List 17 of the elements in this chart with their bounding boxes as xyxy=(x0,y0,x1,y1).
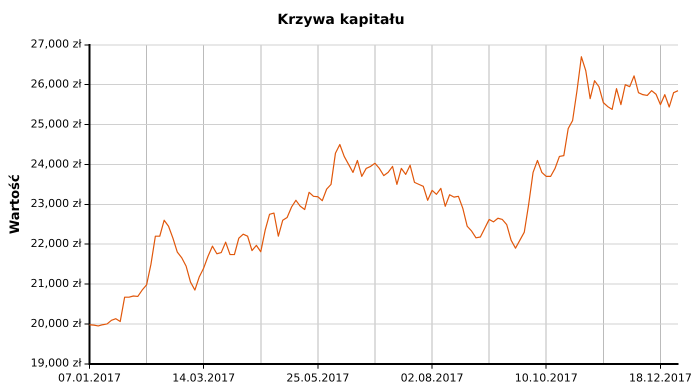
y-tick-label: 27,000 zł xyxy=(30,38,82,51)
y-tick-label: 21,000 zł xyxy=(30,276,82,290)
x-tick-label: 10.10.2017 xyxy=(514,371,578,384)
y-tick-label: 25,000 zł xyxy=(30,117,82,130)
y-tick-label: 22,000 zł xyxy=(30,237,82,250)
y-tick-label: 20,000 zł xyxy=(30,316,82,330)
y-axis-title: Wartość xyxy=(8,174,24,234)
x-tick-label: 02.08.2017 xyxy=(400,371,464,384)
y-tick-label: 26,000 zł xyxy=(30,78,82,91)
x-tick-label: 07.01.2017 xyxy=(58,371,121,384)
x-tick-label: 14.03.2017 xyxy=(172,371,236,384)
y-tick-label: 19,000 zł xyxy=(30,356,82,370)
x-tick-label: 25.05.2017 xyxy=(286,371,350,384)
chart-title: Krzywa kapitału xyxy=(277,12,405,28)
y-tick-label: 24,000 zł xyxy=(30,157,82,170)
y-tick-label: 23,000 zł xyxy=(30,197,82,210)
x-tick-label: 18.12.2017 xyxy=(628,371,692,384)
